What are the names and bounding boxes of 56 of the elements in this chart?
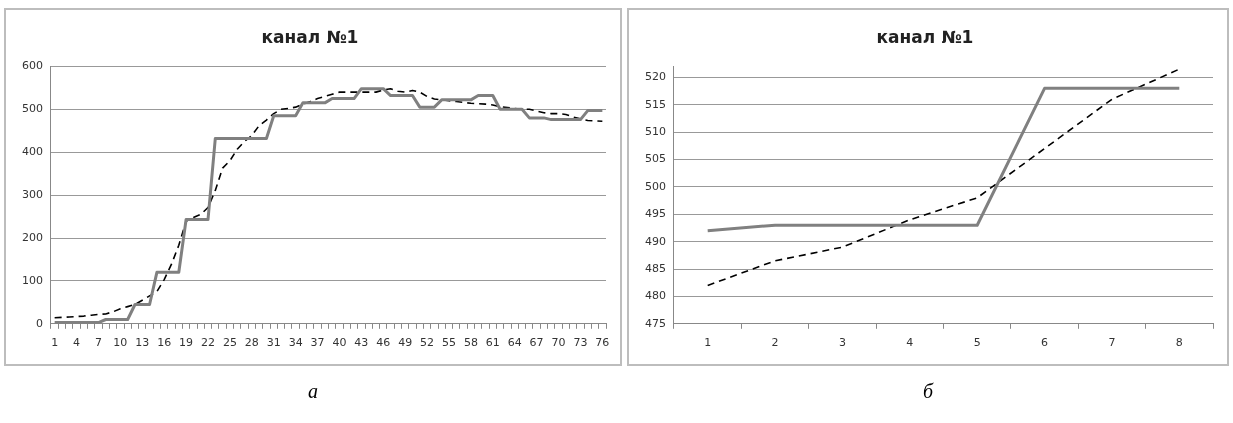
y-tick-label: 480 <box>645 289 666 303</box>
x-tick-label: 46 <box>376 336 391 350</box>
y-tick-label: 485 <box>645 261 666 275</box>
x-tick-label: 4 <box>906 336 914 350</box>
x-tick-label: 7 <box>94 336 102 350</box>
x-tick-label: 1 <box>704 336 712 350</box>
x-tick-label: 25 <box>222 336 237 350</box>
line-series <box>706 68 1181 287</box>
chart-title: канал №1 <box>261 26 359 47</box>
x-tick-label: 55 <box>441 336 456 350</box>
x-tick-label: 6 <box>1041 336 1049 350</box>
x-tick-label: 58 <box>463 336 478 350</box>
y-tick-label: 500 <box>22 102 43 116</box>
x-tick-label: 2 <box>771 336 779 350</box>
x-tick-label: 1 <box>51 336 59 350</box>
text: а <box>307 380 319 403</box>
x-tick-label: 61 <box>485 336 500 350</box>
x-tick-label: 37 <box>310 336 325 350</box>
x-tick-label: 73 <box>573 336 588 350</box>
chart-title: канал №1 <box>876 26 974 47</box>
y-tick-label: 510 <box>645 124 666 138</box>
x-tick-label: 4 <box>73 336 81 350</box>
x-tick-label: 28 <box>244 336 259 350</box>
x-tick-label: 31 <box>266 336 281 350</box>
y-tick-label: 400 <box>22 145 43 159</box>
text: б <box>921 380 935 403</box>
x-tick-label: 49 <box>398 336 413 350</box>
y-tick-label: 200 <box>22 230 43 244</box>
x-tick-label: 43 <box>354 336 369 350</box>
y-tick-label: 0 <box>36 316 43 330</box>
y-tick-label: 505 <box>645 152 666 166</box>
x-tick-label: 10 <box>113 336 128 350</box>
x-tick-label: 19 <box>179 336 194 350</box>
x-tick-label: 16 <box>157 336 172 350</box>
x-tick-label: 7 <box>1108 336 1116 350</box>
x-tick-label: 5 <box>973 336 981 350</box>
x-tick-label: 22 <box>201 336 215 350</box>
x-tick-label: 13 <box>135 336 150 350</box>
x-tick-label: 67 <box>529 336 544 350</box>
y-tick-label: 475 <box>645 316 666 330</box>
x-tick-label: 70 <box>551 336 566 350</box>
x-tick-label: 40 <box>332 336 347 350</box>
x-tick-label: 76 <box>595 336 610 350</box>
y-tick-label: 515 <box>645 97 666 111</box>
y-tick-label: 300 <box>22 187 43 201</box>
y-tick-label: 490 <box>645 234 666 248</box>
y-tick-label: 600 <box>22 59 43 73</box>
x-tick-label: 34 <box>288 336 303 350</box>
x-tick-label: 8 <box>1175 336 1183 350</box>
y-tick-label: 495 <box>645 207 666 221</box>
x-tick-label: 64 <box>507 336 522 350</box>
x-tick-label: 3 <box>838 336 846 350</box>
y-tick-label: 100 <box>22 273 43 287</box>
y-tick-label: 500 <box>645 179 666 193</box>
x-tick-label: 52 <box>420 336 435 350</box>
y-tick-label: 520 <box>645 70 666 84</box>
